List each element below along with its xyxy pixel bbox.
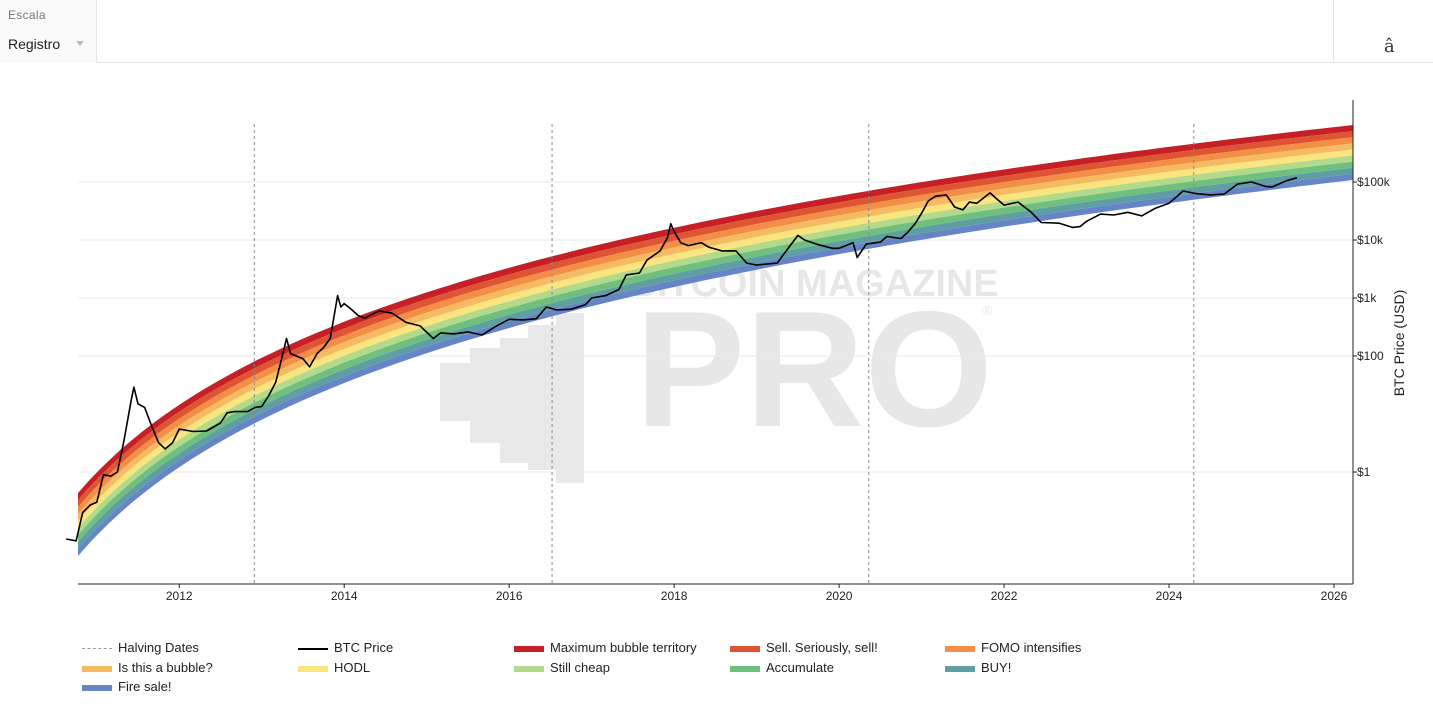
scale-label: Escala <box>8 8 46 22</box>
chevron-down-icon[interactable] <box>76 41 84 46</box>
y-tick-label-1: $100 <box>1357 349 1384 363</box>
legend-label-1: BTC Price <box>334 640 394 655</box>
y-axis-title: BTC Price (USD) <box>1391 290 1407 397</box>
price-line <box>66 177 1298 542</box>
watermark-reg-mark: ® <box>982 302 993 318</box>
chart-legend: Halving Dates BTC Price Maximum bubble ter… <box>82 640 1282 700</box>
watermark-bar-3 <box>528 325 561 470</box>
legend-swatch-6 <box>298 665 328 672</box>
menu-glyph[interactable]: â <box>1384 36 1395 57</box>
legend-swatch-3 <box>730 646 760 652</box>
watermark-bar-0 <box>440 363 478 421</box>
x-tick-label-2: 2016 <box>496 589 523 603</box>
y-tick-label-4: $100k <box>1357 175 1391 189</box>
y-tick-label-2: $1k <box>1357 291 1377 305</box>
watermark-bar-2 <box>500 338 536 463</box>
controls-bar: Escala Registro â <box>0 0 1433 63</box>
watermark-main-text: PRO <box>635 277 993 461</box>
scale-selector[interactable]: Escala Registro <box>0 0 97 63</box>
halving-lines <box>253 124 1195 584</box>
legend-label-3: Sell. Seriously, sell! <box>766 640 878 655</box>
legend-label-2: Maximum bubble territory <box>550 640 697 655</box>
x-tick-label-3: 2018 <box>661 589 688 603</box>
x-tick-label-5: 2022 <box>991 589 1018 603</box>
legend-label-5: Is this a bubble? <box>118 659 213 675</box>
price-series <box>66 177 1298 542</box>
y-tick-label-3: $10k <box>1357 233 1384 247</box>
x-tick-label-6: 2024 <box>1156 589 1183 603</box>
legend-swatch-0 <box>82 648 112 649</box>
legend-swatch-8 <box>730 665 760 672</box>
legend-swatch-4 <box>945 646 975 652</box>
x-tick-label-4: 2020 <box>826 589 853 603</box>
y-tick-label-0: $1 <box>1357 465 1371 479</box>
legend-swatch-5 <box>82 665 112 672</box>
legend-label-8: Accumulate <box>766 659 834 675</box>
y-axis-ticks: $1 $100 $1k $10k $100k <box>1353 175 1391 479</box>
legend-swatch-7 <box>514 665 544 672</box>
legend-label-0: Halving Dates <box>118 640 199 655</box>
legend-swatch-1 <box>298 648 328 650</box>
legend-label-7: Still cheap <box>550 659 610 675</box>
menu-button[interactable]: â <box>1333 0 1433 63</box>
legend-swatch-2 <box>514 646 544 652</box>
legend-label-6: HODL <box>334 659 371 675</box>
scale-select-value[interactable]: Registro <box>8 36 61 52</box>
legend-label-10: Fire sale! <box>118 679 172 694</box>
x-tick-label-1: 2014 <box>331 589 358 603</box>
watermark-bar-1 <box>470 348 508 443</box>
legend-swatch-10 <box>82 685 112 691</box>
x-tick-label-0: 2012 <box>166 589 193 603</box>
x-tick-label-7: 2026 <box>1321 589 1348 603</box>
watermark-bar-4 <box>556 313 584 483</box>
legend-label-4: FOMO intensifies <box>981 640 1082 655</box>
x-axis-ticks: 2012 2014 2016 2018 2020 2022 2024 2026 <box>166 584 1348 603</box>
legend-label-9: BUY! <box>981 659 1012 675</box>
axes <box>78 100 1354 585</box>
legend-swatch-9 <box>945 665 975 672</box>
